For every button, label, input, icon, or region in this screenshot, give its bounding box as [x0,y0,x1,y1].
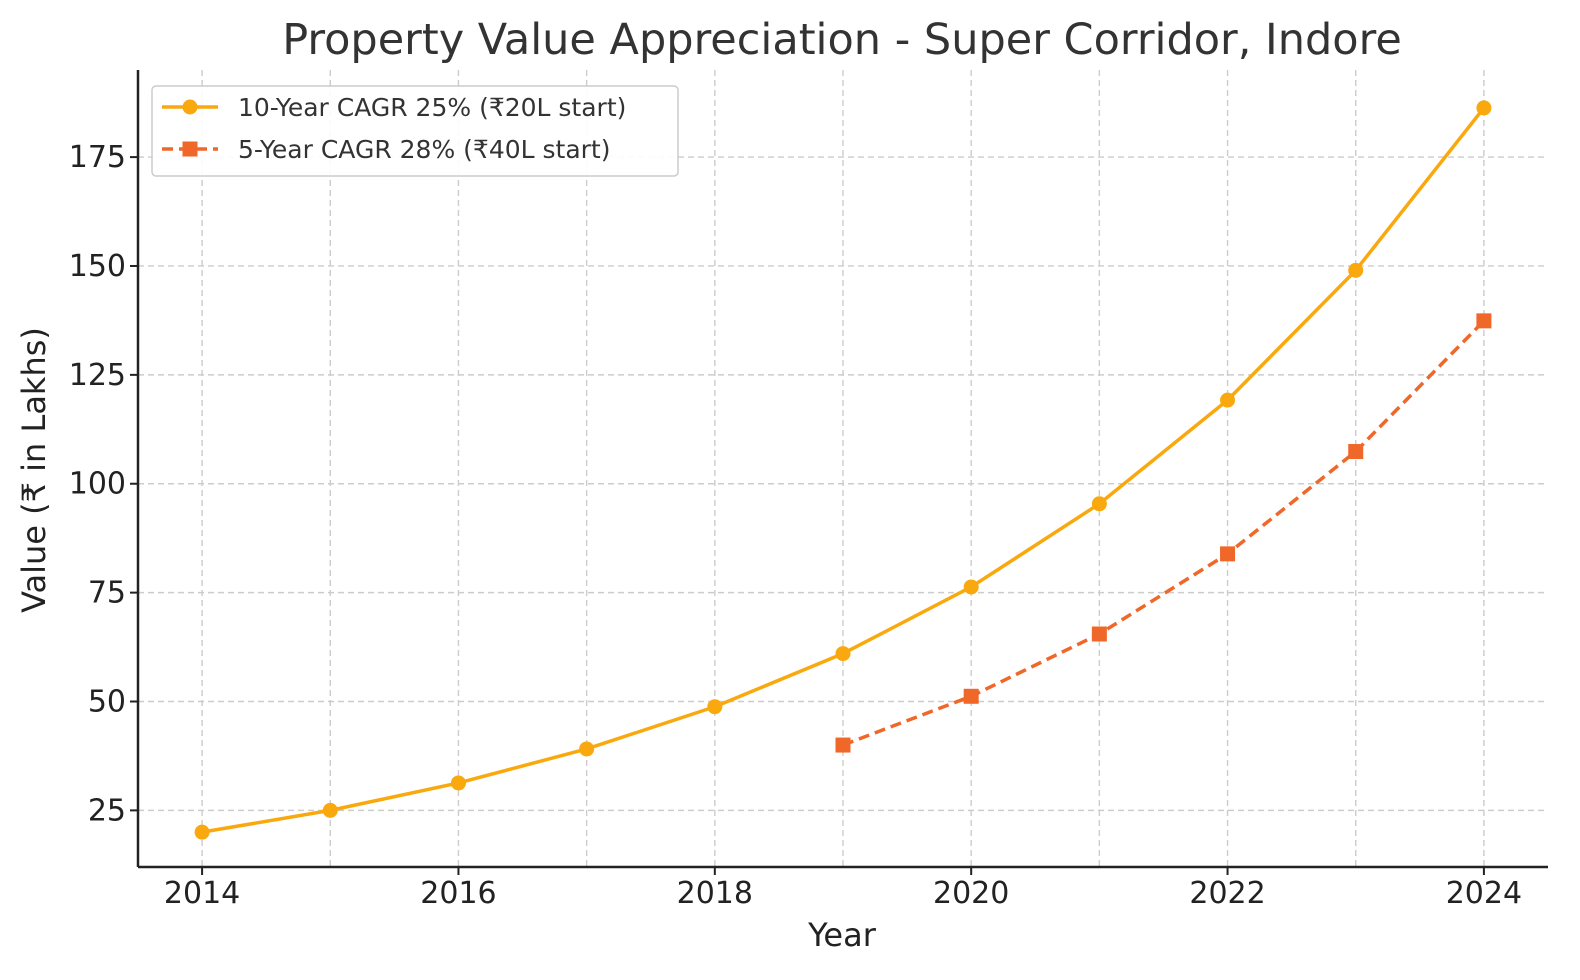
data-point [1476,100,1492,116]
data-point [835,646,851,662]
series-1 [194,100,1492,840]
y-axis-label: Value (₹ in Lakhs) [15,327,53,613]
series-line [842,319,1486,747]
y-tick-label: 150 [69,249,126,284]
x-axis-label: Year [807,916,877,954]
data-point [1220,546,1236,562]
legend-item-2: 5-Year CAGR 28% (₹40L start) [162,135,611,164]
series-2 [835,313,1492,753]
y-tick-label: 50 [88,685,126,720]
data-point [1091,496,1107,512]
data-point [963,688,979,704]
x-tick-label: 2024 [1446,876,1522,911]
x-tick-label: 2020 [933,876,1009,911]
data-point [322,802,338,818]
y-tick-label: 100 [69,467,126,502]
data-point [450,775,466,791]
data-point [1348,262,1364,278]
data-point [579,741,595,757]
legend-box [151,85,679,177]
series-layer [194,100,1492,840]
data-point [1091,626,1107,642]
legend-marker [182,141,198,157]
x-tick-label: 2022 [1189,876,1265,911]
data-point [1348,444,1364,460]
legend-item-1: 10-Year CAGR 25% (₹20L start) [162,93,626,122]
legend-label: 10-Year CAGR 25% (₹20L start) [238,93,626,122]
data-point [963,579,979,595]
x-tick-label: 2018 [677,876,753,911]
legend-marker [182,99,198,115]
data-point [1220,392,1236,408]
legend-label: 5-Year CAGR 28% (₹40L start) [238,135,611,164]
data-point [707,699,723,715]
y-tick-label: 25 [88,793,126,828]
y-tick-label: 125 [69,358,126,393]
x-tick-label: 2016 [420,876,496,911]
y-tick-label: 75 [88,576,126,611]
x-tick-label: 2014 [164,876,240,911]
x-axis-ticks: 2014 2016 2018 2020 2022 2024 [164,867,1522,911]
data-point [1476,313,1492,329]
y-tick-label: 175 [69,140,126,175]
y-axis-ticks: 25 50 75 100 125 150 175 [69,140,138,828]
data-point [194,824,210,840]
chart-title: Property Value Appreciation - Super Corr… [282,15,1402,65]
axes [136,70,1548,869]
legend: 10-Year CAGR 25% (₹20L start) 5-Year CAGR… [151,85,679,177]
data-point [835,737,851,753]
